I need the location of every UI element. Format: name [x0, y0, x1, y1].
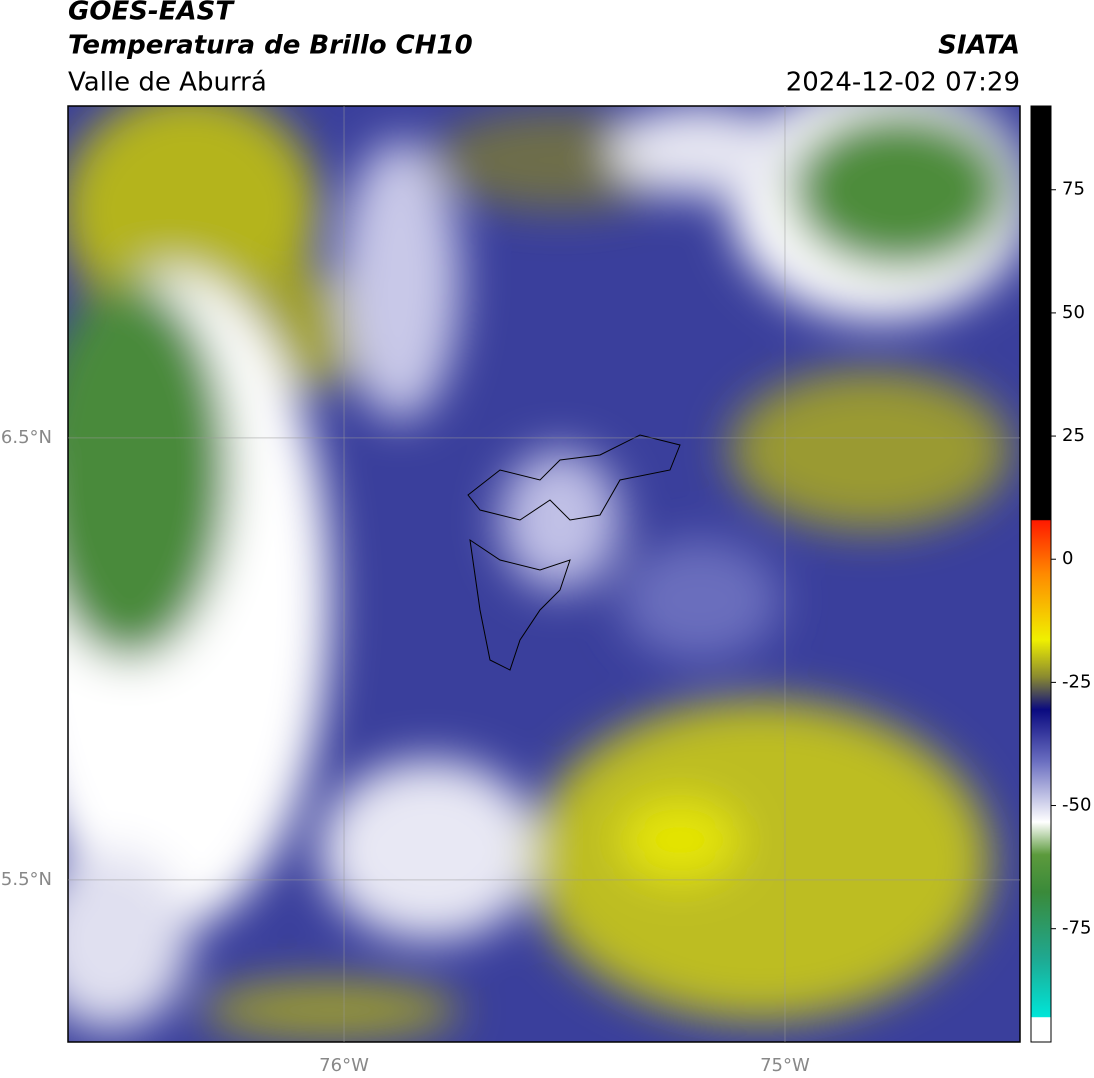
- colorbar-tick-label: -75: [1062, 918, 1091, 939]
- product-title: Temperatura de Brillo CH10: [68, 31, 473, 61]
- timestamp-label: 2024-12-02 07:29: [786, 68, 1020, 98]
- agency-label: SIATA: [938, 31, 1020, 61]
- colorbar-tick-label: 75: [1062, 179, 1085, 200]
- colorbar-tick-label: -25: [1062, 671, 1091, 692]
- map-frame: [67, 105, 1021, 1043]
- colorbar-tick-label: 50: [1062, 302, 1085, 323]
- watershed-outline: [467, 434, 681, 671]
- lat-label: 6.5°N: [1, 427, 52, 448]
- lon-label: 75°W: [760, 1055, 810, 1076]
- colorbar-tick-label: -50: [1062, 795, 1091, 816]
- satellite-image: [68, 106, 1020, 1042]
- lat-label: 5.5°N: [1, 869, 52, 890]
- region-label: Valle de Aburrá: [68, 68, 267, 98]
- satellite-title: GOES-EAST: [68, 0, 235, 27]
- colorbar: [1030, 105, 1052, 1043]
- lon-label: 76°W: [319, 1055, 369, 1076]
- colorbar-tick-label: 25: [1062, 425, 1085, 446]
- colorbar-tick-label: 0: [1062, 548, 1073, 569]
